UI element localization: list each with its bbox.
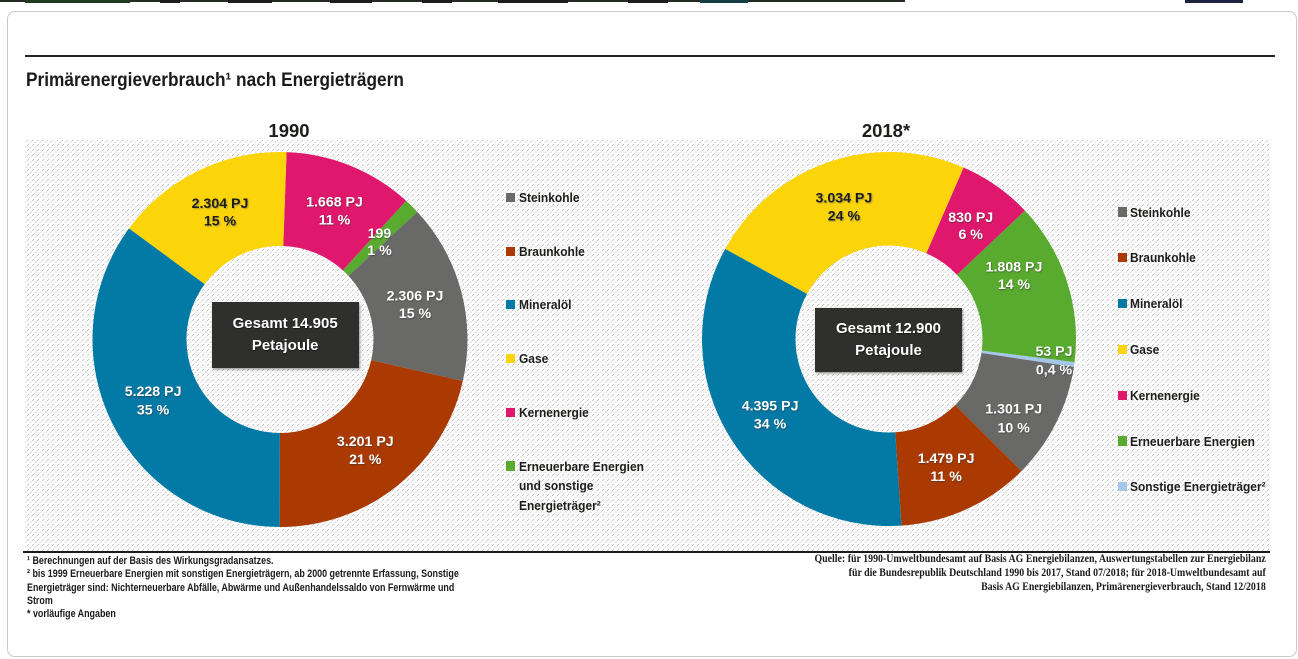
svg-text:1.808 PJ: 1.808 PJ (986, 259, 1043, 275)
svg-text:21 %: 21 % (349, 452, 382, 468)
svg-text:6 %: 6 % (958, 227, 983, 243)
svg-text:2.304 PJ: 2.304 PJ (192, 196, 249, 212)
svg-text:0,4 %: 0,4 % (1036, 362, 1073, 378)
svg-text:11 %: 11 % (319, 212, 351, 228)
svg-text:15 %: 15 % (204, 214, 237, 230)
svg-text:1.668 PJ: 1.668 PJ (306, 195, 363, 211)
svg-text:11 %: 11 % (930, 469, 962, 485)
svg-text:1.479 PJ: 1.479 PJ (918, 451, 975, 467)
svg-text:2.306 PJ: 2.306 PJ (387, 289, 444, 305)
svg-text:5.228 PJ: 5.228 PJ (125, 384, 182, 400)
svg-text:14 %: 14 % (998, 277, 1031, 293)
svg-text:24 %: 24 % (828, 208, 861, 224)
svg-text:4.395 PJ: 4.395 PJ (742, 399, 799, 415)
svg-text:10 %: 10 % (998, 420, 1031, 436)
svg-text:830 PJ: 830 PJ (948, 210, 993, 226)
svg-text:35 %: 35 % (137, 403, 170, 419)
svg-text:3.201 PJ: 3.201 PJ (337, 434, 394, 450)
svg-text:15 %: 15 % (399, 306, 432, 322)
svg-text:199: 199 (368, 226, 392, 242)
svg-text:3.034 PJ: 3.034 PJ (815, 191, 872, 207)
svg-text:34 %: 34 % (754, 417, 787, 433)
svg-text:1.301 PJ: 1.301 PJ (985, 401, 1042, 417)
svg-text:1 %: 1 % (367, 243, 392, 259)
svg-text:53 PJ: 53 PJ (1035, 344, 1072, 360)
